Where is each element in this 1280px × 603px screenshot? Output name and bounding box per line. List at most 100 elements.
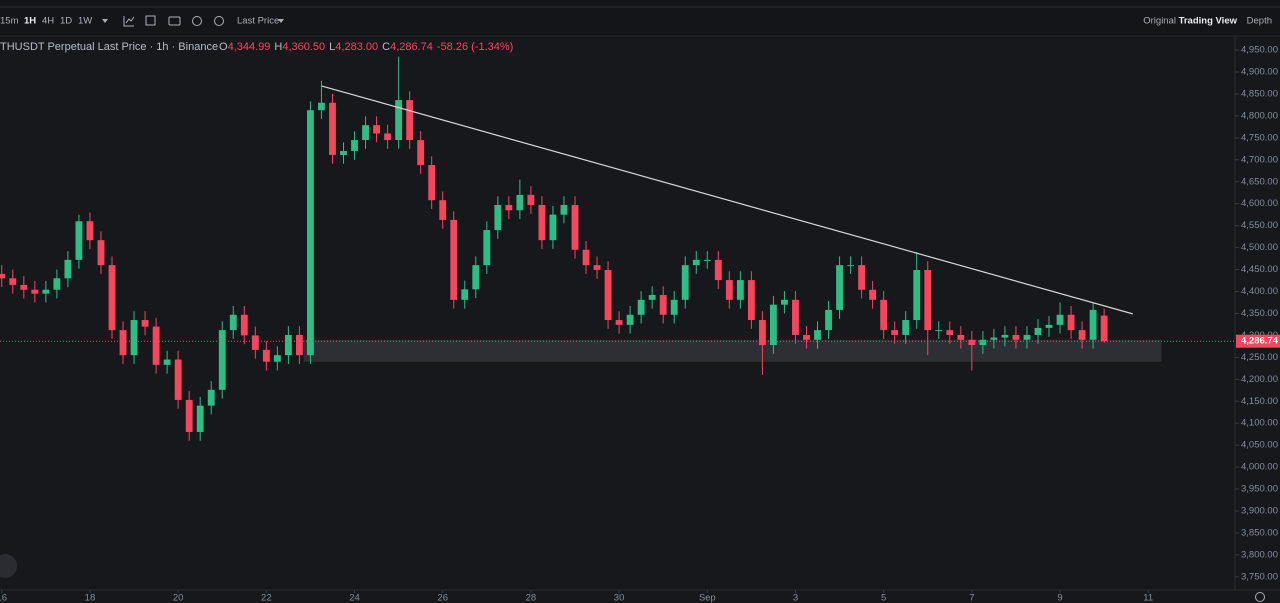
candle-body — [240, 314, 248, 336]
candle-body — [869, 289, 877, 300]
candle-body — [417, 140, 425, 166]
y-tick-label: 4,850.00 — [1241, 88, 1278, 99]
candle-body — [637, 299, 645, 315]
candle-body — [64, 259, 72, 279]
candle-body — [1067, 314, 1075, 331]
candle-body — [736, 280, 744, 300]
x-tick-label: 28 — [526, 593, 537, 603]
candle-body — [295, 334, 303, 356]
time-settings-icon[interactable] — [1255, 592, 1265, 602]
candle-body — [185, 399, 193, 432]
candle-body — [472, 265, 480, 290]
candle-body — [880, 299, 888, 331]
x-tick-label: 24 — [349, 593, 360, 603]
y-tick-label: 4,600.00 — [1241, 198, 1278, 209]
candle-body — [560, 205, 568, 215]
x-tick-label: 26 — [437, 593, 448, 603]
x-tick-label: Sep — [699, 593, 716, 603]
x-tick-label: 30 — [614, 593, 625, 603]
candle-body — [130, 320, 138, 356]
view-tab[interactable]: Trading View — [1179, 16, 1238, 27]
candle-body — [792, 299, 799, 335]
y-tick-label: 4,000.00 — [1241, 462, 1278, 473]
camera-icon[interactable] — [168, 16, 181, 26]
dropdown-icon[interactable] — [102, 19, 108, 23]
candle-body — [703, 259, 711, 261]
y-tick-label: 3,900.00 — [1241, 505, 1278, 516]
candle-body — [781, 299, 788, 305]
candle-body — [218, 330, 226, 390]
y-tick-label: 4,950.00 — [1241, 45, 1278, 56]
candle-body — [615, 320, 623, 325]
add-icon[interactable] — [192, 16, 202, 26]
layout-icon[interactable] — [145, 15, 156, 26]
dropdown-icon[interactable] — [278, 19, 284, 23]
candle-body — [42, 289, 50, 294]
interval-button[interactable]: 1W — [78, 16, 92, 27]
candle-body — [957, 334, 965, 340]
candle-body — [582, 249, 590, 266]
candle-body — [119, 330, 127, 356]
indicator-icon[interactable] — [123, 16, 135, 27]
plot-area — [0, 56, 1235, 441]
y-tick-label: 3,750.00 — [1241, 571, 1278, 582]
candle-body — [163, 359, 171, 365]
candle-body — [141, 320, 149, 327]
candle-body — [924, 269, 932, 331]
candle-body — [990, 337, 998, 340]
y-tick-label: 4,400.00 — [1241, 286, 1278, 297]
interval-button[interactable]: 1H — [24, 16, 36, 27]
x-tick-label: 7 — [969, 593, 974, 603]
candle-body — [604, 269, 612, 321]
y-tick-label: 4,100.00 — [1241, 418, 1278, 429]
candle-body — [439, 200, 447, 220]
candle-body — [571, 205, 579, 250]
interval-button[interactable]: 15m — [0, 16, 19, 27]
price-type-select[interactable]: Last Price — [237, 16, 279, 27]
y-tick-label: 4,250.00 — [1241, 352, 1278, 363]
y-tick-label: 4,650.00 — [1241, 176, 1278, 187]
candle-body — [483, 230, 491, 266]
candle-body — [847, 265, 854, 267]
y-tick-label: 3,950.00 — [1241, 484, 1278, 495]
y-tick-label: 3,800.00 — [1241, 549, 1278, 560]
candle-body — [1012, 334, 1020, 340]
candle-body — [450, 219, 458, 300]
legend-key: H — [274, 41, 282, 53]
legend-value: 4,360.50 — [282, 41, 325, 53]
x-tick-label: 9 — [1057, 593, 1062, 603]
y-tick-label: 4,800.00 — [1241, 110, 1278, 121]
candle-body — [913, 269, 921, 321]
legend-value: 4,286.74 — [390, 41, 433, 53]
y-tick-label: 4,200.00 — [1241, 374, 1278, 385]
candle-body — [329, 102, 336, 155]
y-tick-label: 4,450.00 — [1241, 264, 1278, 275]
candle-body — [75, 221, 83, 260]
candle-body — [770, 304, 777, 346]
y-tick-label: 4,150.00 — [1241, 396, 1278, 407]
view-tab[interactable]: Original — [1143, 16, 1176, 27]
y-tick-label: 3,850.00 — [1241, 527, 1278, 538]
candle-body — [373, 125, 380, 134]
logo — [0, 554, 17, 578]
candle-body — [968, 339, 976, 346]
candle-body — [428, 165, 436, 201]
interval-button[interactable]: 4H — [42, 16, 54, 27]
view-tab[interactable]: Depth — [1247, 16, 1272, 27]
interval-button[interactable]: 1D — [60, 16, 72, 27]
candle-body — [307, 110, 314, 356]
candle-body — [747, 280, 755, 321]
candle-body — [1045, 324, 1053, 328]
last-price-label: 4,286.74 — [1241, 336, 1279, 347]
candle-body — [86, 221, 94, 241]
candle-body — [108, 265, 116, 331]
y-tick-label: 4,900.00 — [1241, 67, 1278, 78]
candle-body — [549, 214, 557, 241]
settings-icon[interactable] — [214, 16, 224, 26]
candle-body — [1078, 330, 1086, 340]
candle-body — [516, 194, 524, 211]
legend-key: O — [219, 41, 228, 53]
candle-body — [351, 140, 358, 152]
candle-body — [527, 194, 535, 206]
